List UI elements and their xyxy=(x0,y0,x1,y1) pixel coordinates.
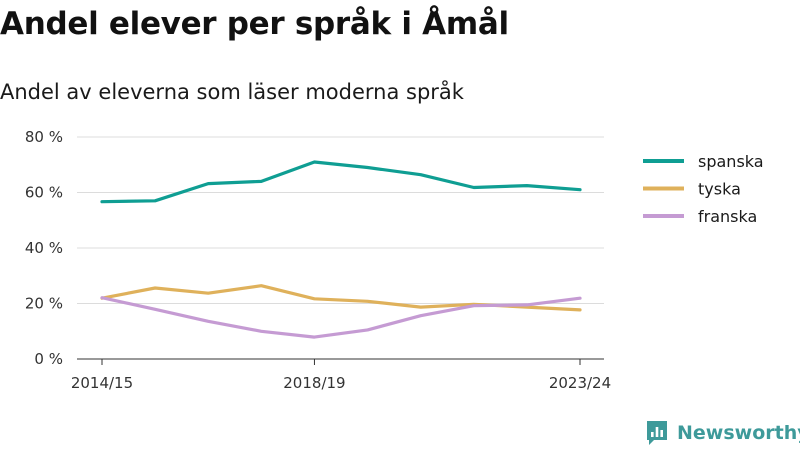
y-tick-label: 60 % xyxy=(25,184,63,202)
brand-name: Newsworthy xyxy=(677,422,800,444)
chart-subtitle: Andel av eleverna som läser moderna språ… xyxy=(0,80,464,104)
y-tick-label: 40 % xyxy=(25,239,63,257)
chart-title: Andel elever per språk i Åmål xyxy=(0,6,509,42)
series-line-spanska xyxy=(100,160,582,204)
x-tick-label: 2018/19 xyxy=(283,374,345,392)
y-tick-label: 0 % xyxy=(34,350,63,368)
x-axis: 0 % 20 % 40 % 60 % 80 % 2014/15 2018/19 2023/24 xyxy=(25,128,611,392)
newsworthy-logo-icon xyxy=(647,421,667,445)
grid-lines xyxy=(77,136,604,304)
legend: spanska tyska franska xyxy=(643,152,764,226)
series-line-franska xyxy=(100,296,582,339)
y-tick-label: 80 % xyxy=(25,128,63,146)
x-tick-label: 2023/24 xyxy=(549,374,611,392)
legend-label-franska: franska xyxy=(698,207,757,226)
legend-label-spanska: spanska xyxy=(698,152,764,171)
x-tick-label: 2014/15 xyxy=(71,374,133,392)
legend-label-tyska: tyska xyxy=(698,180,741,199)
series-lines xyxy=(100,160,582,339)
newsworthy-brand: Newsworthy xyxy=(645,420,800,446)
y-tick-label: 20 % xyxy=(25,295,63,313)
